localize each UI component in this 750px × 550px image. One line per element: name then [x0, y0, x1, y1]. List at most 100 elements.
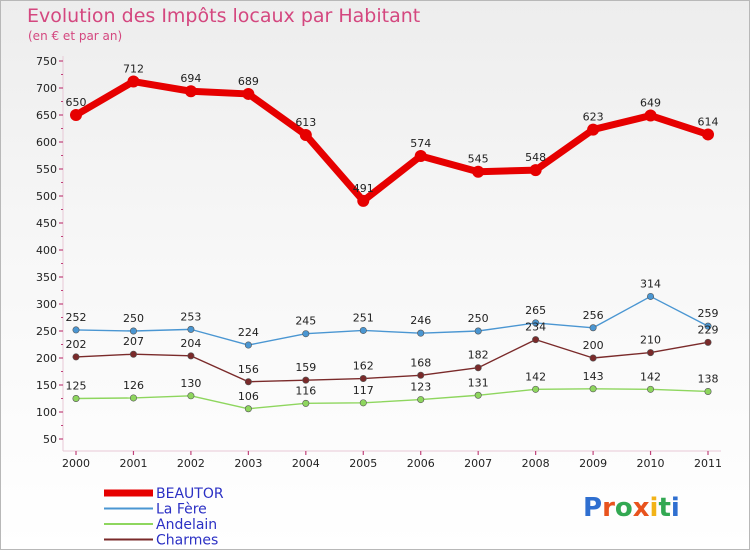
data-point-andelain: [474, 391, 482, 399]
data-label-charmes: 159: [295, 361, 316, 374]
series-line-charmes: [75, 338, 709, 383]
data-label-la-fere: 252: [66, 311, 87, 324]
y-tick-label: 100: [36, 406, 57, 419]
data-label-andelain: 131: [468, 376, 489, 389]
series-andelain: 125 126 130 106 116 117 123 131 142 143 142 138: [66, 370, 719, 413]
data-label-andelain: 116: [295, 384, 316, 397]
data-label-beautor: 712: [123, 63, 144, 76]
y-tick-label: 50: [43, 433, 57, 446]
data-point-charmes: [187, 352, 195, 360]
data-point-charmes: [532, 336, 540, 344]
y-tick-label: 550: [36, 163, 57, 176]
y-tick-label: 250: [36, 325, 57, 338]
data-label-andelain: 126: [123, 379, 144, 392]
data-label-beautor: 623: [583, 111, 604, 124]
x-tick-label: 2003: [234, 457, 262, 470]
data-point-la-fere: [359, 326, 367, 334]
data-point-charmes: [359, 375, 367, 383]
data-label-charmes: 200: [583, 339, 604, 352]
data-label-beautor: 574: [410, 137, 431, 150]
data-point-la-fere: [647, 292, 655, 300]
legend-label-charmes: Charmes: [156, 533, 218, 549]
x-tick-label: 2008: [522, 457, 550, 470]
data-point-andelain: [129, 394, 137, 402]
data-label-la-fere: 256: [583, 309, 604, 322]
brand-letter: P: [583, 493, 602, 523]
data-point-andelain: [72, 394, 80, 402]
data-point-andelain: [417, 396, 425, 404]
series-beautor: 650 712 694 689 613 491 574 545 548 623 649 614: [66, 63, 719, 207]
data-point-charmes: [647, 349, 655, 357]
data-point-charmes: [589, 354, 597, 362]
data-label-beautor: 689: [238, 75, 259, 88]
data-point-beautor: [644, 109, 657, 122]
data-label-andelain: 138: [698, 372, 719, 385]
data-point-andelain: [187, 392, 195, 400]
data-point-charmes: [129, 350, 137, 358]
legend-label-beautor: BEAUTOR: [156, 486, 224, 502]
data-label-beautor: 649: [640, 97, 661, 110]
data-point-la-fere: [589, 324, 597, 332]
data-label-andelain: 123: [410, 381, 431, 394]
x-tick-label: 2010: [637, 457, 665, 470]
data-label-charmes: 168: [410, 356, 431, 369]
y-tick-label: 750: [36, 55, 57, 68]
brand-letter: i: [650, 493, 659, 523]
y-tick-label: 150: [36, 379, 57, 392]
legend-label-la-fere: La Fère: [156, 502, 207, 518]
chart-title: Evolution des Impôts locaux par Habitant: [27, 5, 421, 27]
x-tick-label: 2005: [349, 457, 377, 470]
data-label-beautor: 614: [698, 115, 719, 128]
data-label-la-fere: 265: [525, 304, 546, 317]
series-line-andelain: [75, 388, 709, 410]
data-label-andelain: 125: [66, 380, 87, 393]
data-label-la-fere: 314: [640, 277, 661, 290]
data-point-andelain: [704, 387, 712, 395]
legend-label-andelain: Andelain: [156, 517, 217, 533]
data-point-charmes: [417, 371, 425, 379]
brand-letter: x: [633, 493, 650, 523]
y-tick-label: 500: [36, 190, 57, 203]
y-tick-label: 400: [36, 244, 57, 257]
y-tick-label: 200: [36, 352, 57, 365]
data-label-charmes: 207: [123, 335, 144, 348]
data-label-charmes: 204: [180, 337, 201, 350]
series-line-la-fere: [75, 295, 709, 346]
data-point-beautor: [529, 164, 542, 177]
data-point-beautor: [242, 87, 255, 100]
data-point-la-fere: [129, 327, 137, 335]
data-point-charmes: [72, 353, 80, 361]
x-tick-label: 2011: [694, 457, 722, 470]
data-point-beautor: [184, 85, 197, 98]
data-label-la-fere: 246: [410, 314, 431, 327]
chart-subtitle: (en € et par an): [28, 29, 123, 43]
data-point-charmes: [302, 376, 310, 384]
series-la-fere: 252 250 253 224 245 251 246 250 265 256 314 259: [66, 277, 719, 349]
data-point-charmes: [244, 378, 252, 386]
data-point-andelain: [589, 385, 597, 393]
data-point-beautor: [70, 109, 82, 121]
data-point-la-fere: [704, 322, 712, 330]
data-label-beautor: 613: [295, 116, 316, 129]
data-point-la-fere: [244, 341, 252, 349]
data-point-beautor: [414, 150, 427, 163]
data-label-la-fere: 259: [698, 307, 719, 320]
data-label-charmes: 210: [640, 334, 661, 347]
data-point-beautor: [299, 128, 312, 141]
brand-letter: t: [658, 493, 670, 523]
data-point-andelain: [359, 399, 367, 407]
brand-letter: r: [602, 493, 615, 523]
x-tick-label: 2000: [62, 457, 90, 470]
data-label-la-fere: 250: [468, 312, 489, 325]
data-label-charmes: 156: [238, 363, 259, 376]
data-point-andelain: [647, 385, 655, 393]
data-label-andelain: 142: [640, 370, 661, 383]
data-label-la-fere: 251: [353, 311, 374, 324]
data-point-beautor: [472, 165, 485, 178]
data-point-la-fere: [72, 326, 80, 334]
x-tick-label: 2006: [407, 457, 435, 470]
y-tick-label: 600: [36, 136, 57, 149]
brand-letter: o: [615, 493, 633, 523]
